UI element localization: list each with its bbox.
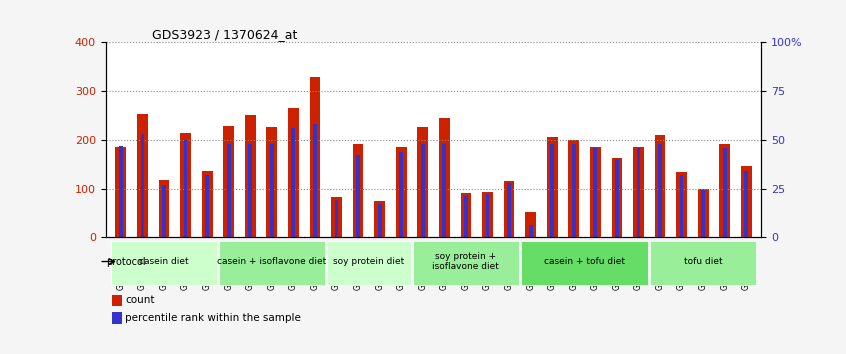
Bar [292,128,295,237]
FancyBboxPatch shape [651,241,756,285]
Bar [503,181,514,237]
Text: count: count [125,296,155,306]
Bar [140,134,145,237]
Bar [464,196,468,237]
Bar [698,189,709,237]
Bar [244,115,255,237]
FancyBboxPatch shape [521,241,648,285]
Bar [676,172,687,237]
Bar [593,148,597,237]
Bar [113,312,122,324]
Bar [227,144,231,237]
FancyBboxPatch shape [327,241,411,285]
Bar [679,175,684,237]
Bar [223,126,234,237]
Bar [701,190,705,237]
Bar [201,171,212,237]
Bar [741,166,752,237]
Bar [119,146,123,237]
Bar [331,197,342,237]
Bar [184,140,188,237]
Bar [633,147,644,237]
Text: soy protein +
isoflavone diet: soy protein + isoflavone diet [432,252,499,271]
Bar [482,193,493,237]
Bar [162,185,166,237]
Text: casein + tofu diet: casein + tofu diet [544,257,625,266]
FancyBboxPatch shape [111,241,217,285]
Bar [547,137,558,237]
Bar [313,124,317,237]
Bar [529,225,532,237]
FancyBboxPatch shape [413,241,519,285]
Text: GDS3923 / 1370624_at: GDS3923 / 1370624_at [151,28,297,41]
Bar [460,193,471,237]
Bar [206,175,209,237]
Bar [353,144,364,237]
Bar [374,201,385,237]
Bar [719,144,730,237]
Bar [439,118,450,237]
Text: protocol: protocol [106,257,146,267]
Bar [442,144,446,237]
Text: casein + isoflavone diet: casein + isoflavone diet [217,257,327,266]
Bar [486,194,489,237]
Bar [113,295,122,306]
Bar [550,144,554,237]
Bar [636,148,640,237]
Bar [396,147,407,237]
Bar [417,127,428,237]
Bar [249,144,252,237]
Bar [288,108,299,237]
Bar [115,147,126,237]
Bar [655,135,666,237]
Bar [266,127,277,237]
Bar [310,76,321,237]
Bar [180,132,191,237]
Bar [744,171,748,237]
Bar [658,144,662,237]
Bar [525,212,536,237]
Bar [378,204,382,237]
Bar [615,159,618,237]
Bar [335,200,338,237]
Bar [399,152,403,237]
Bar [722,148,727,237]
FancyBboxPatch shape [219,241,325,285]
Bar [507,183,511,237]
Bar [356,155,360,237]
Bar [590,147,601,237]
Bar [158,180,169,237]
Bar [612,158,623,237]
Text: casein diet: casein diet [140,257,189,266]
Bar [572,144,575,237]
Bar [421,144,425,237]
Bar [137,114,148,237]
Text: soy protein diet: soy protein diet [333,257,404,266]
Bar [270,144,274,237]
Bar [569,140,580,237]
Text: tofu diet: tofu diet [684,257,722,266]
Text: percentile rank within the sample: percentile rank within the sample [125,313,301,323]
